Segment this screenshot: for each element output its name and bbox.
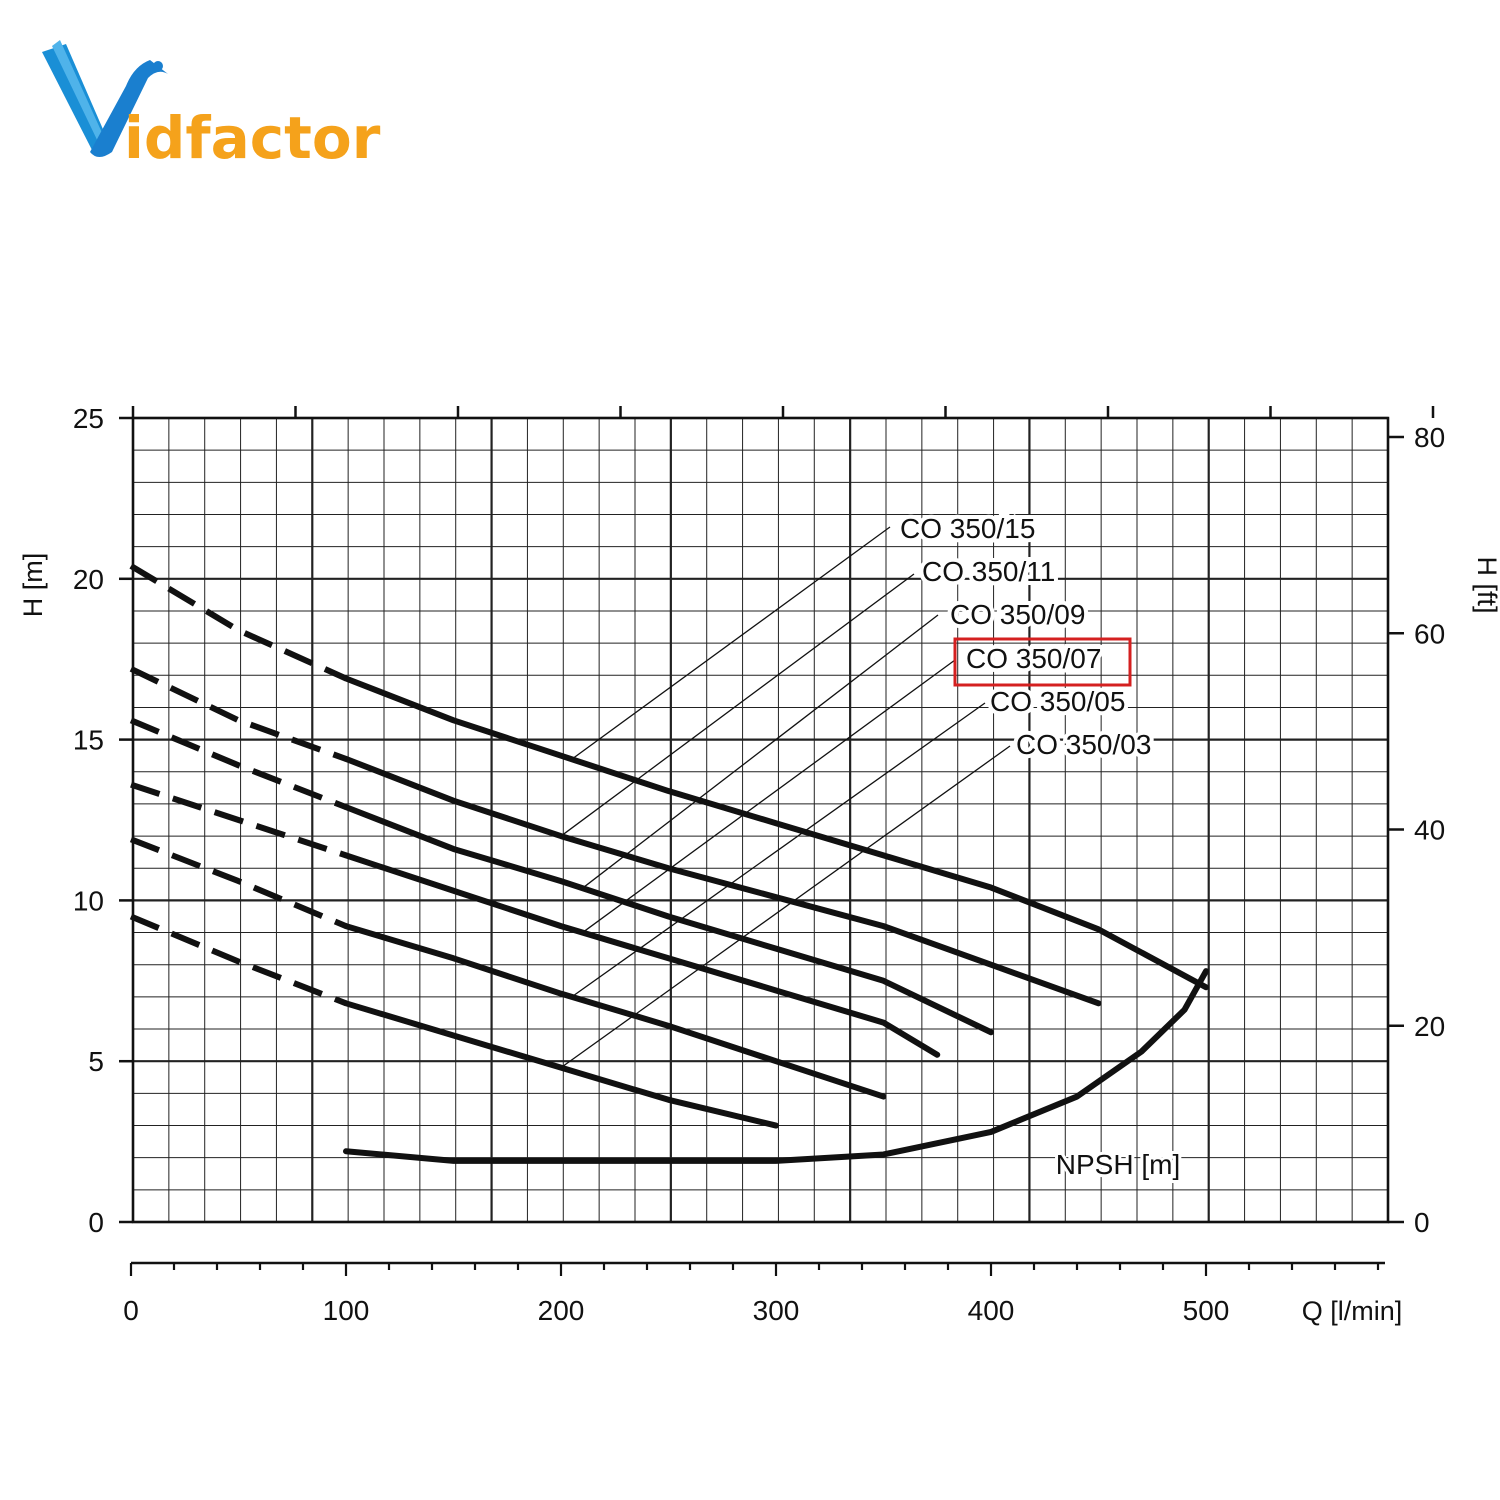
curve-dashed — [129, 913, 348, 1007]
y-tick-label: 0 — [88, 1207, 104, 1238]
leader-line — [560, 573, 915, 837]
leader-line — [582, 614, 939, 889]
left-axis: 0 5 10 15 20 25 — [73, 403, 133, 1238]
y-right-tick-label: 40 — [1414, 815, 1445, 846]
x-axis-title: Q [l/min] — [1302, 1296, 1403, 1326]
plot-frame — [131, 406, 1435, 1224]
right-axis: 0 20 40 60 80 — [1388, 422, 1445, 1238]
curve-label: CO 350/03 — [1016, 729, 1151, 760]
curve-label: CO 350/09 — [950, 599, 1085, 630]
bottom-axis: 0 100 200 300 400 500 — [123, 1261, 1385, 1326]
y-axis-title-right: H [ft] — [1472, 556, 1500, 613]
curve-label: CO 350/07 — [966, 643, 1101, 674]
x-tick-label: 0 — [123, 1295, 139, 1326]
y-right-tick-label: 80 — [1414, 422, 1445, 453]
logo-text: idfactor — [124, 104, 381, 172]
y-right-tick-label: 60 — [1414, 618, 1445, 649]
y-tick-label: 20 — [73, 564, 104, 595]
curve-series — [129, 563, 1209, 1164]
leader-line — [582, 659, 956, 934]
x-tick-label: 300 — [753, 1295, 800, 1326]
vidfactor-logo: idfactor — [42, 40, 381, 172]
x-tick-label: 200 — [538, 1295, 585, 1326]
bird-wing-icon — [42, 40, 168, 157]
curve-solid — [343, 675, 1209, 991]
y-right-tick-label: 20 — [1414, 1011, 1445, 1042]
highlight-box — [953, 637, 1132, 687]
curve-solid — [343, 755, 1102, 1007]
npsh-label: NPSH [m] — [1056, 1149, 1180, 1180]
curve-dashed — [129, 717, 348, 810]
npsh-curve — [343, 968, 1209, 1164]
curve-solid — [343, 804, 994, 1036]
y-tick-label: 15 — [73, 725, 104, 756]
minor-grid — [133, 418, 1388, 1222]
y-tick-label: 5 — [88, 1046, 104, 1077]
x-tick-label: 400 — [968, 1295, 1015, 1326]
curve-label: CO 350/15 — [900, 513, 1035, 544]
leader-lines — [560, 526, 1011, 1069]
curve-solid — [343, 1000, 779, 1129]
curve-solid — [343, 852, 941, 1058]
x-tick-label: 500 — [1183, 1295, 1230, 1326]
curve-labels: CO 350/15 CO 350/11 CO 350/09 CO 350/07 CO 3… — [896, 509, 1183, 1183]
y-tick-label: 10 — [73, 885, 104, 916]
x-tick-label: 100 — [323, 1295, 370, 1326]
curve-solid — [343, 923, 887, 1100]
curve-dashed — [129, 666, 348, 762]
curve-label: CO 350/05 — [990, 686, 1125, 717]
leader-line — [571, 526, 891, 760]
curve-dashed — [130, 781, 347, 859]
curve-dashed — [129, 563, 348, 682]
y-tick-label: 25 — [73, 403, 104, 434]
y-right-tick-label: 0 — [1414, 1207, 1430, 1238]
y-axis-title-left: H [m] — [18, 553, 48, 618]
leader-line — [560, 745, 1011, 1069]
curve-dashed — [129, 836, 348, 929]
plot-border — [131, 416, 1390, 1224]
curve-label: CO 350/11 — [922, 556, 1055, 587]
